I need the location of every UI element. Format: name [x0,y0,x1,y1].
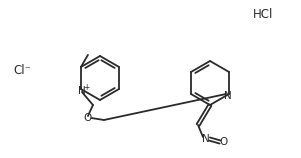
Text: Cl⁻: Cl⁻ [13,64,31,76]
Text: HCl: HCl [253,9,273,21]
Text: N: N [202,134,210,144]
Text: N: N [224,91,232,100]
Text: +: + [83,82,90,91]
Text: N: N [78,85,86,95]
Text: O: O [84,113,92,123]
Text: O: O [219,137,227,147]
